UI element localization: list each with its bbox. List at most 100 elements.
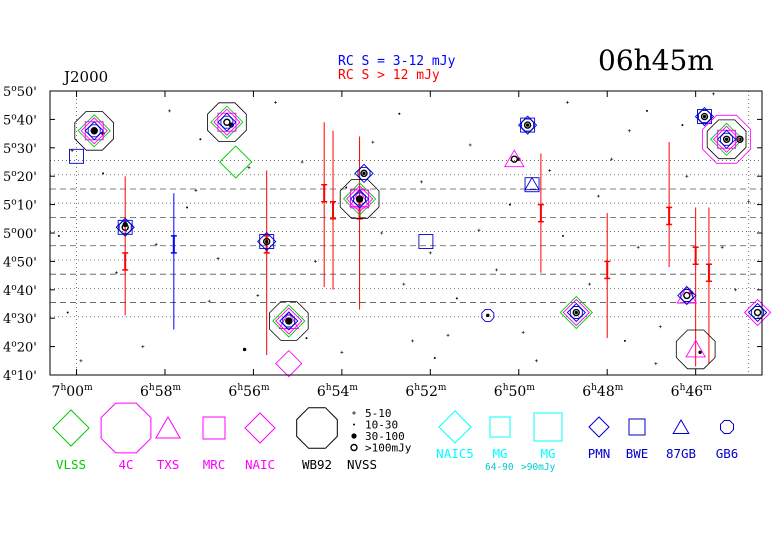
rc-error-bar xyxy=(604,213,611,339)
nvss-faint-source xyxy=(627,129,631,133)
nvss-source xyxy=(57,234,60,237)
rc-error-bar xyxy=(356,136,363,310)
nvss-legend-label: >100mJy xyxy=(365,442,412,455)
catalog-source xyxy=(74,111,114,151)
rc-error-bar xyxy=(170,193,177,330)
x-tick-min-sup: m xyxy=(438,383,447,393)
y-tick-label: 5o10' xyxy=(3,198,37,214)
gb6-marker xyxy=(118,220,132,234)
nvss-faint-source xyxy=(733,288,737,292)
legend: VLSS 4C TXS MRC NAIC WB92 5-1010-3030-100>100m… xyxy=(52,402,738,473)
catalog-source xyxy=(694,106,715,127)
nvss-bright-marker xyxy=(90,127,98,135)
nvss-faint-source xyxy=(402,282,406,286)
nvss-bright-marker xyxy=(355,195,364,203)
nvss-legend-label: 10-30 xyxy=(365,419,398,432)
legend-symbol xyxy=(296,407,338,449)
x-tick-hour-sup: h xyxy=(237,383,243,393)
y-tick-minutes: 50' xyxy=(17,85,37,100)
naic-marker xyxy=(275,349,303,378)
nvss-bright-marker xyxy=(700,112,709,121)
x-tick-minutes: 58 xyxy=(155,384,173,400)
vlss-marker xyxy=(559,295,593,330)
x-tick-hour-sup: h xyxy=(326,383,332,393)
nvss-bright-marker xyxy=(722,135,731,143)
y-tick-degree: o xyxy=(11,311,16,321)
catalog-source xyxy=(219,145,253,179)
nvss-faint-source xyxy=(521,330,525,334)
y-tick-minutes: 00' xyxy=(17,227,37,242)
rc-error-bar xyxy=(330,130,337,290)
nvss-faint-source xyxy=(654,362,658,366)
x-tick-minutes: 52 xyxy=(420,384,438,400)
catalog-source xyxy=(702,114,751,164)
legend-symbol xyxy=(100,402,152,454)
bwe-marker xyxy=(117,219,133,235)
gb6-marker xyxy=(87,124,101,138)
nvss-faint-source xyxy=(565,100,569,104)
legend-symbol xyxy=(588,416,610,438)
x-tick-hour-sup: h xyxy=(680,383,686,393)
x-tick-label: 6h54m xyxy=(317,383,359,400)
nvss-faint-source xyxy=(446,333,450,337)
naic-marker xyxy=(562,298,590,327)
nvss-faint-source xyxy=(79,359,83,363)
rc-error-bar xyxy=(705,207,712,364)
x-tick-hour-sup: h xyxy=(503,383,509,393)
legend-item-gb6: GB6 xyxy=(716,420,738,461)
legend-label: NAIC5 xyxy=(436,446,474,461)
nvss-source xyxy=(724,137,729,141)
gb6-marker xyxy=(282,314,296,328)
y-tick-minutes: 40' xyxy=(17,113,37,128)
rc-error-bar xyxy=(537,153,544,273)
y-tick-label: 5o40' xyxy=(3,112,37,128)
legend-label: WB92 xyxy=(302,457,332,472)
gb6-marker xyxy=(357,166,371,180)
x-tick-minutes: 00 xyxy=(66,384,84,400)
vlss-marker xyxy=(709,122,744,156)
y-tick-degree: o xyxy=(11,226,16,236)
rc-legend-large: RC S > 12 mJy xyxy=(338,68,440,83)
vlss-marker xyxy=(219,145,253,179)
nvss-faint-source xyxy=(256,293,260,297)
x-tick-hour-sup: h xyxy=(149,383,155,393)
nvss-bright-marker xyxy=(736,135,744,143)
legend-symbol xyxy=(672,419,690,434)
catalog-source xyxy=(676,285,698,306)
nvss-bright-marker xyxy=(262,237,271,246)
legend-label: MRC xyxy=(203,457,226,472)
legend-label: NVSS xyxy=(347,457,377,472)
nvss-faint-source xyxy=(477,228,481,232)
pmn-marker xyxy=(257,231,277,252)
legend-item-87gb: 87GB xyxy=(666,419,696,461)
rc-error-bar xyxy=(692,207,699,367)
y-tick-minutes: 20' xyxy=(17,170,37,185)
nvss-source xyxy=(242,347,247,352)
nvss-source xyxy=(286,318,292,324)
nvss-faint-source xyxy=(141,345,145,349)
catalog-source xyxy=(354,163,374,184)
nvss-faint-source xyxy=(495,268,499,272)
catalog-source xyxy=(115,217,135,237)
nvss-source xyxy=(102,172,105,175)
x-tick-minutes: 50 xyxy=(508,384,526,400)
nvss-faint-source xyxy=(468,143,472,147)
nvss-legend-symbol xyxy=(350,443,358,452)
x-tick-label: 6h52m xyxy=(405,383,447,400)
txs-marker xyxy=(349,189,370,207)
x-tick-min-sup: m xyxy=(173,383,182,393)
nvss-faint-source xyxy=(300,160,304,164)
gb6-marker xyxy=(481,308,495,322)
x-tick-label: 7h00m xyxy=(52,383,94,400)
rc-error-bar xyxy=(263,170,270,356)
x-tick-label: 6h46m xyxy=(671,383,713,400)
bwe-marker xyxy=(259,234,275,249)
nvss-faint-source xyxy=(636,245,640,249)
nvss-faint-source xyxy=(534,359,538,363)
legend-symbol xyxy=(52,409,90,447)
y-tick-label: 5o00' xyxy=(3,226,37,242)
nvss-source xyxy=(362,171,366,176)
nvss-source xyxy=(66,311,69,314)
epoch-label: J2000 xyxy=(62,68,108,86)
nvss-source xyxy=(305,337,308,340)
